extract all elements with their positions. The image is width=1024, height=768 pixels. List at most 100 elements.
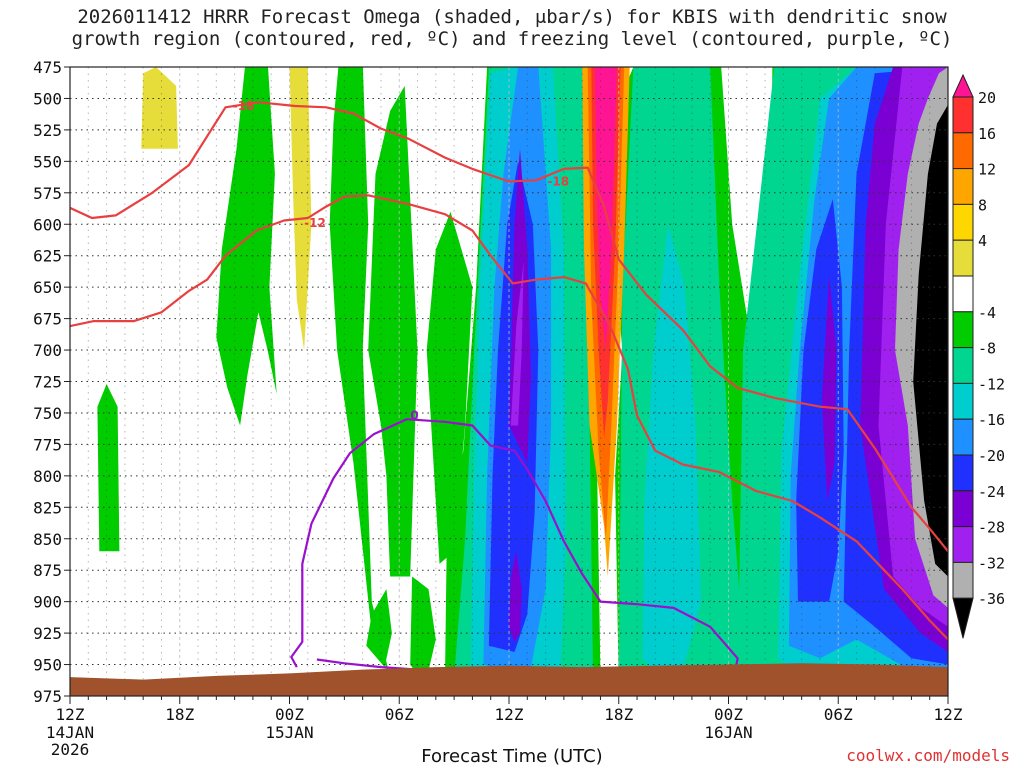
contour-label-freezing-level-0C-0: 0 <box>410 408 418 422</box>
colorbar: 20 16 12 8 4 -4 -8 -12 -16 -20 -24 -28 -32 -36 <box>952 73 1005 639</box>
title-line-2: growth region (contoured, red, ºC) and f… <box>71 28 953 50</box>
colorbar-swatch-1 <box>952 132 974 170</box>
x-tick-date-2: 15JAN <box>265 723 313 742</box>
omega-region-neg4-3 <box>368 85 418 577</box>
omega-region-20-34 <box>595 67 617 351</box>
x-tick-label-8: 12Z <box>934 705 963 724</box>
omega-region-neg4-6 <box>426 211 473 564</box>
colorbar-swatch-12 <box>952 526 974 563</box>
y-tick-label-800: 800 <box>33 467 62 486</box>
title-line-1: 2026011412 HRRR Forecast Omega (shaded, … <box>77 6 947 28</box>
y-tick-label-825: 825 <box>33 498 62 517</box>
colorbar-tick-3: 8 <box>978 196 987 214</box>
y-tick-label-525: 525 <box>33 121 62 140</box>
contour-labels: -18 -18 -12 0 <box>233 99 569 422</box>
y-tick-label-925: 925 <box>33 624 62 643</box>
y-tick-label-900: 900 <box>33 593 62 612</box>
colorbar-swatch-7 <box>952 347 974 384</box>
colorbar-swatch-5 <box>952 275 974 313</box>
y-tick-label-500: 500 <box>33 89 62 108</box>
omega-region-neg28-25 <box>510 262 524 426</box>
y-tick-label-775: 775 <box>33 435 62 454</box>
gridlines <box>70 67 948 696</box>
colorbar-tick-8: -16 <box>978 411 1005 429</box>
omega-region-4-29 <box>141 67 178 149</box>
colorbar-top-arrow <box>952 73 974 98</box>
omega-region-neg24-23 <box>821 274 837 501</box>
colorbar-tick-10: -24 <box>978 483 1005 501</box>
colorbar-swatch-0 <box>952 96 974 134</box>
terrain <box>70 663 948 696</box>
colorbar-bottom-arrow <box>952 597 974 639</box>
omega-region-neg24-22 <box>509 551 522 642</box>
y-tick-label-650: 650 <box>33 278 62 297</box>
colorbar-swatch-6 <box>952 311 974 349</box>
x-tick-label-7: 06Z <box>824 705 853 724</box>
omega-region-neg4-5 <box>410 576 436 673</box>
colorbar-swatch-3 <box>952 203 974 241</box>
y-tick-label-600: 600 <box>33 215 62 234</box>
x-tick-label-6: 00Z <box>714 705 743 724</box>
contour-dgz-bottom-minus12 <box>70 194 948 641</box>
contour-label-dgz-top-minus18-0: -18 <box>233 99 255 113</box>
omega-region-neg4-2 <box>329 67 391 678</box>
omega-region-4-30 <box>289 67 312 351</box>
colorbar-tick-4: 4 <box>978 232 987 250</box>
omega-region-neg20-19 <box>796 199 844 602</box>
y-tick-label-950: 950 <box>33 656 62 675</box>
y-tick-label-625: 625 <box>33 247 62 266</box>
x-tick-label-0: 12Z <box>56 705 85 724</box>
colorbar-swatch-11 <box>952 490 974 528</box>
y-tick-label-550: 550 <box>33 152 62 171</box>
chart-title: 2026011412 HRRR Forecast Omega (shaded, … <box>0 6 1024 50</box>
x-tick-label-2: 00Z <box>275 705 304 724</box>
colorbar-tick-0: 20 <box>978 89 996 107</box>
x-tick-date-6: 16JAN <box>704 723 752 742</box>
y-tick-label-575: 575 <box>33 184 62 203</box>
colorbar-tick-13: -36 <box>978 590 1005 608</box>
colorbar-tick-7: -12 <box>978 375 1005 393</box>
colorbar-tick-6: -8 <box>978 340 996 358</box>
contour-dgz-top-minus18 <box>70 101 948 552</box>
x-tick-label-3: 06Z <box>385 705 414 724</box>
y-tick-label-750: 750 <box>33 404 62 423</box>
colorbar-swatch-2 <box>952 168 974 205</box>
y-tick-label-975: 975 <box>33 687 62 706</box>
colorbar-swatch-4 <box>952 239 974 277</box>
colorbar-tick-12: -32 <box>978 554 1005 572</box>
contour-label-dgz-top-minus18-1: -18 <box>547 174 569 188</box>
colorbar-swatch-10 <box>952 454 974 492</box>
x-axis-label: Forecast Time (UTC) <box>421 746 603 767</box>
x-tick-label-5: 18Z <box>604 705 633 724</box>
x-tick-date-0: 14JAN <box>46 723 94 742</box>
y-tick-label-475: 475 <box>33 58 62 77</box>
colorbar-swatch-13 <box>952 561 974 599</box>
credit-text: coolwx.com/models <box>846 746 1010 765</box>
y-tick-label-675: 675 <box>33 310 62 329</box>
colorbar-tick-9: -20 <box>978 447 1005 465</box>
omega-region-neg4-0 <box>97 384 120 552</box>
omega-region-neg12-14 <box>642 224 702 678</box>
plot-frame <box>69 66 949 697</box>
y-tick-label-725: 725 <box>33 373 62 392</box>
colorbar-tick-5: -4 <box>978 304 996 322</box>
colorbar-swatch-8 <box>952 382 974 420</box>
colorbar-tick-11: -28 <box>978 519 1005 537</box>
y-tick-label-875: 875 <box>33 561 62 580</box>
y-tick-label-700: 700 <box>33 341 62 360</box>
terrain-ground <box>70 663 948 696</box>
x-tick-label-1: 18Z <box>165 705 194 724</box>
colorbar-tick-2: 12 <box>978 161 996 179</box>
omega-region-neg4-1 <box>216 67 277 426</box>
omega-region-neg4-4 <box>366 589 392 668</box>
x-tick-year-0: 2026 <box>51 740 90 759</box>
colorbar-swatch-9 <box>952 418 974 456</box>
y-axis: 475 500 525 550 575 600 625 650 675 700 725 750 775 8… <box>33 58 70 706</box>
omega-region-neg36-28 <box>913 104 948 577</box>
x-tick-label-4: 12Z <box>495 705 524 724</box>
y-tick-label-850: 850 <box>33 530 62 549</box>
contour-label-dgz-bottom-minus12-0: -12 <box>304 216 326 230</box>
colorbar-tick-1: 16 <box>978 125 996 143</box>
